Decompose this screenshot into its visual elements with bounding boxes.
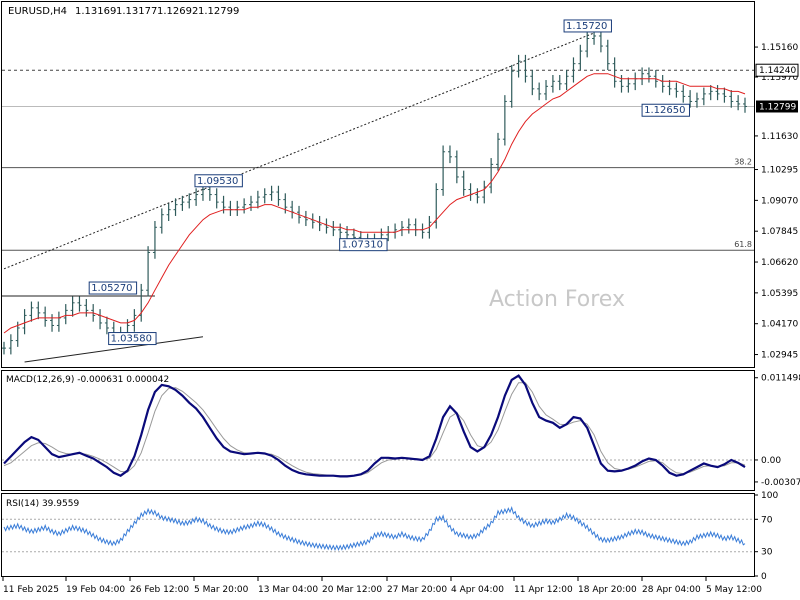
swing-label-box xyxy=(194,174,243,188)
price-tick-label: 1.10295 xyxy=(761,166,798,176)
time-tick-label: 26 Feb 12:00 xyxy=(130,585,189,595)
price-panel: 1.15160 1.13970 1.11630 1.10295 1.09070 1.078… xyxy=(2,19,799,363)
time-tick-label: 4 Apr 04:00 xyxy=(451,585,504,595)
macd-main-line xyxy=(3,374,746,478)
price-tick-label: 1.13970 xyxy=(761,73,798,83)
macd-panel: 0.011498 0.00 -0.003072 xyxy=(2,374,800,488)
rsi-label: RSI(14) 39.9559 xyxy=(6,499,79,509)
macd-tick-label: -0.003072 xyxy=(761,478,800,488)
price-tick-label: 1.06620 xyxy=(761,258,798,268)
price-panel-frame xyxy=(1,1,755,368)
chart-header-open: 1.13169 xyxy=(75,6,116,17)
chart-header-high: 1.13177 xyxy=(116,6,157,17)
swing-label-box xyxy=(108,332,157,346)
time-tick-label: 19 Feb 04:00 xyxy=(66,585,125,595)
macd-tick-label: 0.00 xyxy=(761,456,781,466)
time-tick-label: 5 May 12:00 xyxy=(706,585,762,595)
chart-header-close: 1.12799 xyxy=(198,6,239,17)
price-tick-label: 1.07845 xyxy=(761,227,798,237)
time-tick-label: 5 Mar 20:00 xyxy=(194,585,249,595)
swing-label-box xyxy=(563,19,612,33)
rsi-tick-label: 70 xyxy=(761,515,773,525)
time-tick-label: 18 Apr 20:00 xyxy=(578,585,637,595)
swing-label-box xyxy=(88,281,138,295)
macd-signal-line xyxy=(3,382,746,477)
rsi-tick-label: 100 xyxy=(761,491,778,501)
moving-average-line xyxy=(3,73,746,334)
swing-label: 1.15720 xyxy=(566,21,607,32)
support-trendline xyxy=(24,336,204,363)
rsi-tick-label: 0 xyxy=(761,572,767,582)
chart-header-low: 1.12692 xyxy=(157,6,198,17)
time-axis: 11 Feb 2025 19 Feb 04:00 26 Feb 12:00 5 Mar… xyxy=(2,577,762,595)
time-tick-label: 11 Apr 12:00 xyxy=(514,585,573,595)
price-tick-label: 1.15160 xyxy=(761,43,798,53)
macd-label: MACD(12,26,9) -0.000631 0.000042 xyxy=(6,375,169,385)
price-tick-label: 1.04170 xyxy=(761,320,798,330)
time-tick-label: 13 Mar 04:00 xyxy=(258,585,318,595)
swing-label-box xyxy=(339,238,388,252)
chart-header-symbol: EURUSD,H4 xyxy=(8,6,67,17)
time-tick-label: 27 Mar 20:00 xyxy=(387,585,447,595)
fibonacci-label: 38.2 xyxy=(734,158,752,167)
price-tick-label: 1.02945 xyxy=(761,351,798,361)
price-tick-label: 1.05395 xyxy=(761,289,798,299)
price-tick-label: 1.09070 xyxy=(761,196,798,206)
rsi-panel: 100 70 30 0 xyxy=(2,491,778,582)
rsi-line xyxy=(3,506,746,552)
current-price-box xyxy=(756,100,798,113)
swing-label: 1.09530 xyxy=(197,176,238,187)
current-price-label: 1.12799 xyxy=(759,102,796,112)
fibonacci-label: 61.8 xyxy=(734,240,752,249)
price-tick-label: 1.11630 xyxy=(761,132,798,142)
time-tick-label: 11 Feb 2025 xyxy=(3,585,59,595)
rsi-tick-label: 30 xyxy=(761,548,773,558)
rising-trendline xyxy=(3,32,595,270)
watermark: Action Forex xyxy=(489,287,625,312)
rsi-panel-frame xyxy=(1,493,755,577)
time-tick-label: 20 Mar 12:00 xyxy=(322,585,382,595)
swing-label: 1.12650 xyxy=(644,105,685,116)
macd-panel-frame xyxy=(1,370,755,491)
marked-level-label: 1.14240 xyxy=(759,66,796,76)
swing-label-box xyxy=(641,103,690,117)
swing-label: 1.05270 xyxy=(91,283,132,294)
macd-tick-label: 0.011498 xyxy=(761,374,800,384)
swing-label: 1.07310 xyxy=(342,240,383,251)
time-tick-label: 28 Apr 04:00 xyxy=(642,585,701,595)
swing-label: 1.03580 xyxy=(111,334,152,345)
marked-level-box xyxy=(755,63,799,77)
